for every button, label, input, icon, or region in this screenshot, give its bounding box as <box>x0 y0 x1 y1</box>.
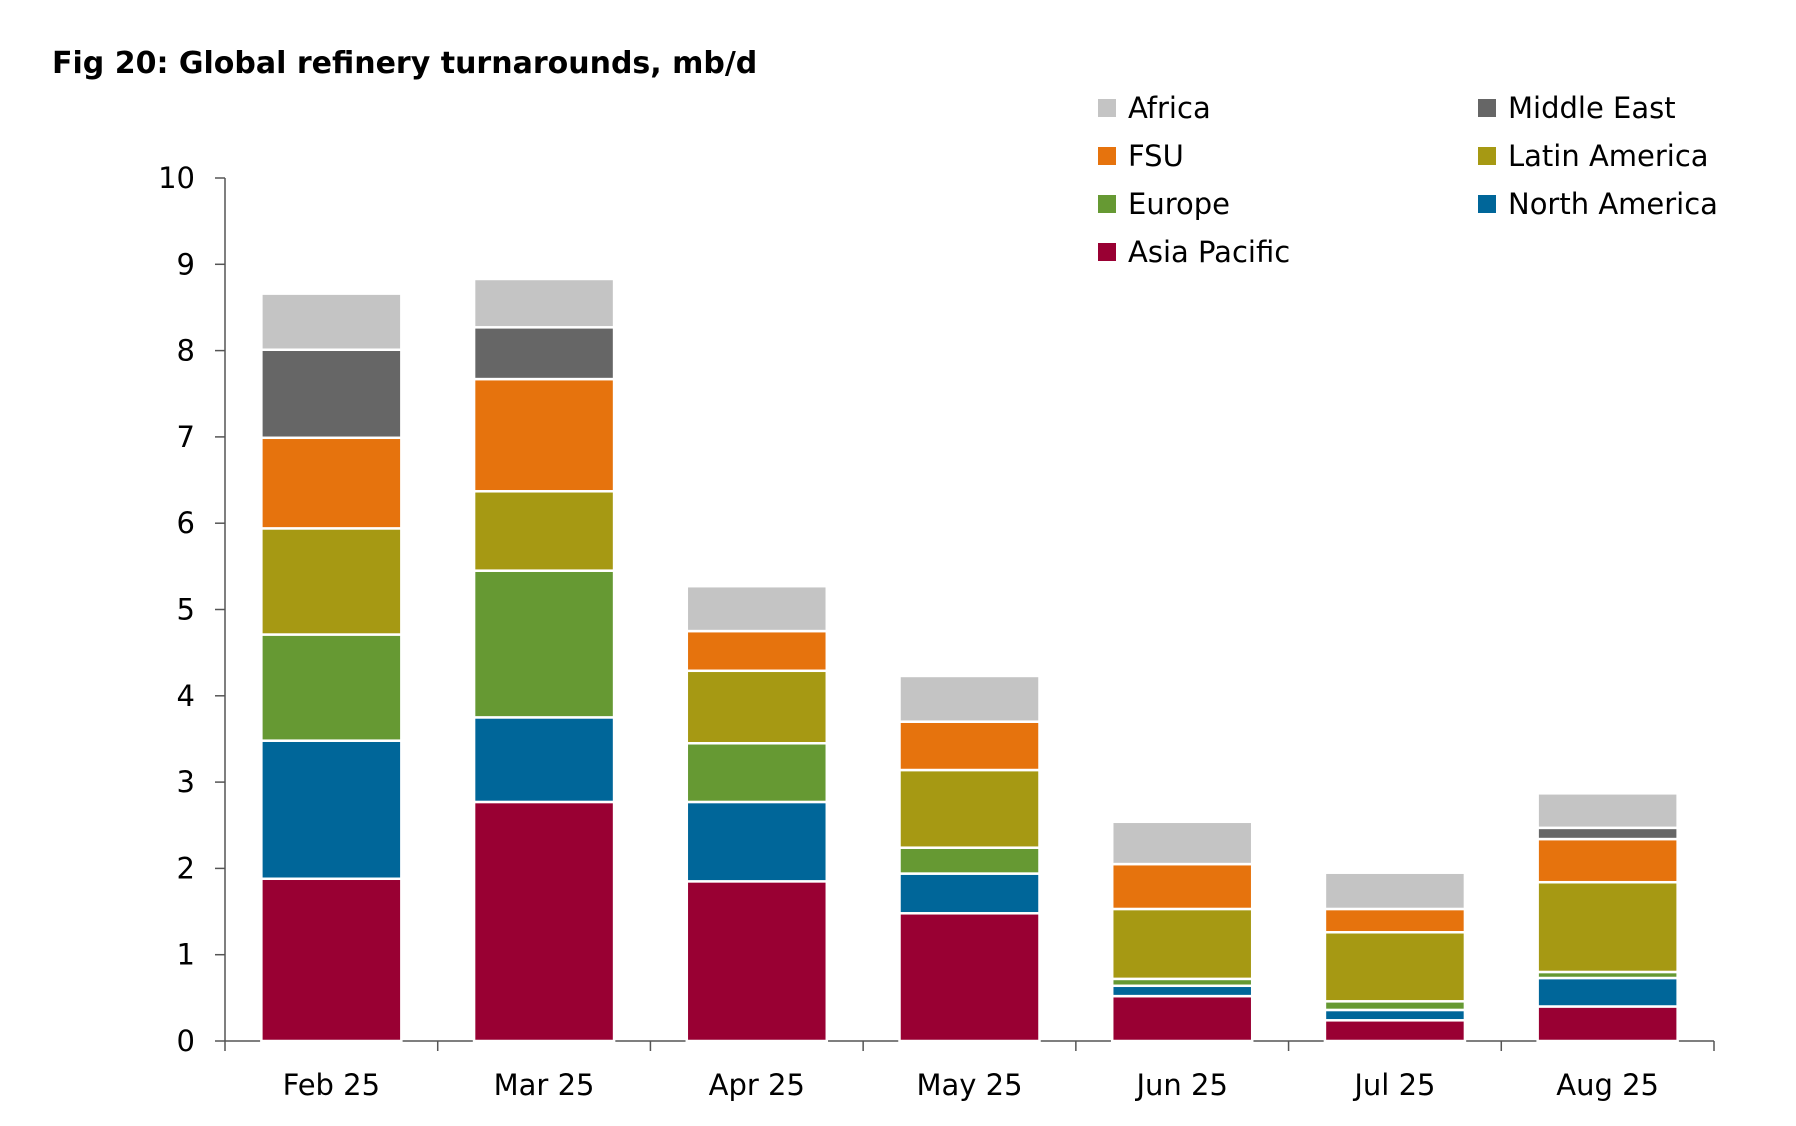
y-tick-label: 1 <box>177 938 195 972</box>
legend-swatch <box>1478 99 1496 117</box>
bar-segment-middle-east <box>1536 826 1679 841</box>
bar-segment-middle-east <box>472 326 616 381</box>
bar-segment-latin-america <box>260 527 403 636</box>
chart-title: Fig 20: Global refinery turnarounds, mb/… <box>52 46 757 81</box>
y-tick-label: 8 <box>177 334 195 368</box>
bar-segment-asia-pacific <box>898 912 1041 1043</box>
legend-group: Africa Middle East FSU Latin America Europe N… <box>1098 91 1718 269</box>
bar-segment-fsu <box>1536 837 1679 884</box>
bar-segment-fsu <box>260 436 403 530</box>
legend-swatch <box>1098 243 1116 261</box>
y-tick-label: 4 <box>177 679 195 713</box>
bar-segment-north-america <box>1110 984 1254 998</box>
bar-segment-europe <box>260 633 403 742</box>
legend-swatch <box>1098 195 1116 213</box>
y-tick-label: 2 <box>177 851 195 885</box>
bar-segment-africa <box>1323 871 1467 911</box>
x-tick-label: Feb 25 <box>283 1068 380 1102</box>
y-tick-label: 6 <box>177 506 195 540</box>
bar-segment-fsu <box>472 377 616 493</box>
bar-segment-fsu <box>1323 907 1467 934</box>
bar-segment-africa <box>685 584 829 633</box>
legend-label: Europe <box>1128 187 1230 221</box>
x-tick-label: Apr 25 <box>709 1068 805 1102</box>
legend-label: Africa <box>1128 91 1211 125</box>
bar-segment-africa <box>898 674 1041 723</box>
x-tick-label: Jul 25 <box>1352 1068 1435 1102</box>
bar-segment-europe <box>472 569 616 719</box>
legend-label: FSU <box>1128 139 1184 173</box>
bar-segment-africa <box>1110 820 1254 866</box>
bar-segment-asia-pacific <box>1536 1005 1679 1043</box>
bar-segment-north-america <box>1536 976 1679 1008</box>
bar-segment-latin-america <box>1323 931 1467 1003</box>
bars-group <box>260 277 1679 1043</box>
legend-swatch <box>1098 147 1116 165</box>
bar-segment-fsu <box>898 720 1041 772</box>
legend-swatch <box>1478 147 1496 165</box>
bar-segment-africa <box>260 292 403 351</box>
x-tick-label: May 25 <box>916 1068 1022 1102</box>
bar-segment-latin-america <box>1110 907 1254 981</box>
bar-segment-north-america <box>1323 1008 1467 1022</box>
bar-segment-asia-pacific <box>1323 1019 1467 1043</box>
legend-label: Asia Pacific <box>1128 235 1290 269</box>
x-tick-label: Aug 25 <box>1556 1068 1659 1102</box>
bar-segment-north-america <box>472 716 616 804</box>
bar-segment-north-america <box>898 872 1041 915</box>
bar-segment-fsu <box>685 629 829 673</box>
bar-segment-asia-pacific <box>472 800 616 1043</box>
bar-segment-asia-pacific <box>685 880 829 1043</box>
bar-segment-latin-america <box>472 490 616 572</box>
bar-segment-europe <box>898 846 1041 875</box>
y-tick-label: 7 <box>177 420 195 454</box>
x-tick-label: Mar 25 <box>494 1068 595 1102</box>
bar-segment-latin-america <box>685 669 829 745</box>
y-tick-label: 3 <box>177 765 195 799</box>
y-tick-label: 5 <box>177 593 195 627</box>
y-tick-label: 0 <box>177 1024 195 1058</box>
legend-label: Middle East <box>1508 91 1676 125</box>
bar-segment-africa <box>1536 792 1679 830</box>
legend-label: North America <box>1508 187 1718 221</box>
bar-segment-north-america <box>260 739 403 881</box>
bar-segment-north-america <box>685 800 829 883</box>
legend-swatch <box>1098 99 1116 117</box>
axes-group: 0 1 2 3 4 5 6 7 8 9 10 Feb 25 Mar 25 Apr 25 May 25 Jun … <box>158 161 1715 1102</box>
x-tick-label: Jun 25 <box>1134 1068 1227 1102</box>
bar-segment-europe <box>685 742 829 804</box>
bar-segment-europe <box>1323 1000 1467 1012</box>
bar-segment-latin-america <box>898 768 1041 849</box>
y-tick-label: 9 <box>177 247 195 281</box>
bar-segment-fsu <box>1110 862 1254 911</box>
legend-swatch <box>1478 195 1496 213</box>
bar-segment-asia-pacific <box>260 877 403 1043</box>
bar-segment-latin-america <box>1536 880 1679 974</box>
bar-segment-middle-east <box>260 348 403 440</box>
legend-label: Latin America <box>1508 139 1709 173</box>
bar-segment-asia-pacific <box>1110 994 1254 1043</box>
y-tick-label: 10 <box>158 161 195 195</box>
bar-segment-africa <box>472 277 616 329</box>
